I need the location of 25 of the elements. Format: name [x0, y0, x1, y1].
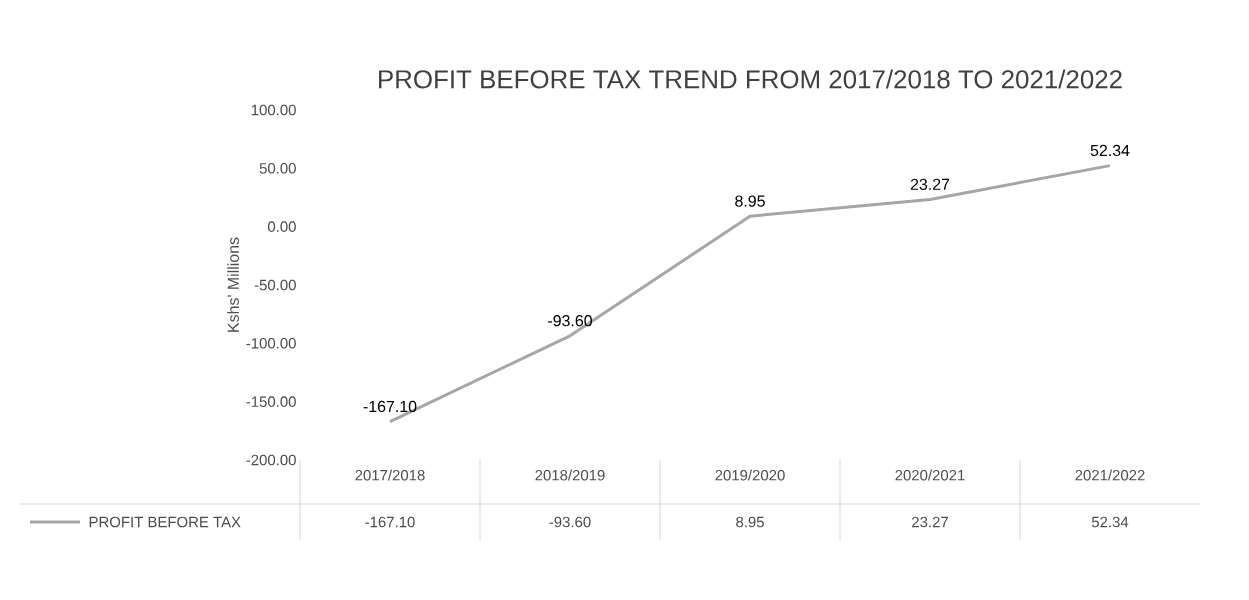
y-tick-label: 100.00: [251, 104, 296, 116]
text: -93.60: [548, 315, 592, 327]
y-tick-label: -200.00: [246, 454, 296, 466]
y-tick-label: -100.00: [246, 338, 296, 349]
text: 8.95: [735, 195, 765, 207]
text: 52.34: [1090, 144, 1130, 157]
data-label: 23.27: [912, 516, 948, 528]
x-tick-label: 2018/2019: [535, 469, 605, 481]
data-label: -93.60: [549, 516, 591, 528]
data-label: 8.95: [736, 516, 764, 528]
y-tick-label: 50.00: [259, 163, 296, 174]
x-tick-label: 2020/2021: [895, 469, 965, 481]
y-tick-label: -50.00: [254, 279, 296, 291]
text: 23.27: [910, 178, 950, 190]
x-tick-label: 2021/2022: [1075, 469, 1145, 481]
x-tick-label: 2019/2020: [715, 469, 785, 481]
legend-label: PROFIT BEFORE TAX: [89, 516, 241, 528]
x-tick-label: 2017/2018: [355, 469, 425, 481]
text: -167.10: [363, 400, 417, 413]
data-label: 52.34: [1091, 516, 1129, 528]
y-axis-title: Kshs' Millions: [227, 237, 239, 332]
y-tick-label: -150.00: [246, 396, 296, 407]
data-label: -167.10: [365, 516, 415, 528]
chart-title: PROFIT BEFORE TAX TREND FROM 2017/2018 TO 2021/2022: [379, 69, 1122, 89]
y-tick-label: 0.00: [267, 221, 296, 232]
